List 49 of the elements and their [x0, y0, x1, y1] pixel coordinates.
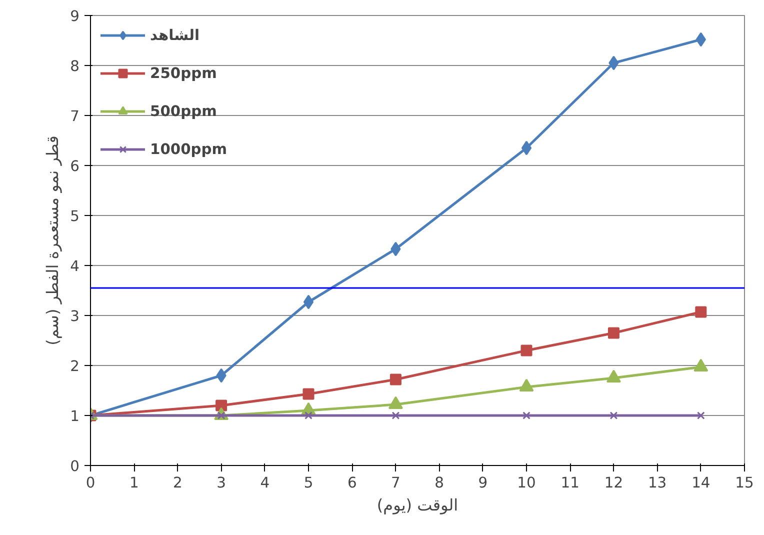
x-tick-label: 13 — [648, 474, 667, 492]
legend-label: الشاهد — [150, 26, 200, 44]
y-tick-label: 9 — [70, 8, 80, 25]
point — [216, 368, 226, 383]
point — [610, 412, 618, 420]
x-tick-label: 9 — [478, 474, 488, 492]
x-tick-label: 14 — [692, 474, 710, 492]
point — [304, 412, 312, 420]
x-tick-label: 15 — [735, 474, 754, 492]
x-tick-label: 2 — [173, 474, 182, 492]
legend-label: 500ppm — [150, 102, 217, 120]
point — [522, 412, 530, 420]
point — [608, 56, 619, 70]
x-tick-label: 11 — [560, 474, 580, 492]
x-tick-label: 12 — [604, 474, 624, 492]
y-axis-title: قطر نمو مستعمرة الفطر (سم) — [43, 136, 62, 346]
x-tick-label: 5 — [304, 474, 314, 492]
y-tick-label: 1 — [70, 408, 80, 425]
point — [521, 140, 532, 156]
point — [695, 306, 707, 318]
point — [216, 400, 228, 412]
x-tick-label: 4 — [260, 474, 270, 492]
x-axis-title: الوقت (يوم) — [376, 496, 458, 514]
point — [696, 412, 705, 420]
point — [392, 412, 400, 420]
x-tick-label: 8 — [434, 474, 444, 492]
x-tick-label: 6 — [347, 474, 357, 492]
x-tick-label: 1 — [129, 474, 139, 492]
point — [608, 327, 620, 339]
y-tick-label: 2 — [70, 358, 80, 375]
point — [303, 294, 314, 310]
x-tick-label: 3 — [216, 474, 226, 492]
y-tick-label: 8 — [70, 58, 80, 75]
point — [302, 388, 314, 400]
y-tick-label: 4 — [70, 258, 80, 275]
legend-label: 1000ppm — [150, 140, 228, 158]
point — [520, 344, 532, 356]
x-tick-label: 10 — [517, 474, 536, 492]
y-tick-label: 6 — [70, 158, 80, 175]
y-tick-label: 0 — [70, 458, 80, 475]
x-tick-label: 7 — [391, 474, 400, 492]
point — [390, 242, 401, 256]
y-tick-label: 5 — [70, 208, 80, 225]
x-tick-label: 0 — [86, 474, 96, 492]
y-tick-label: 7 — [70, 108, 80, 125]
y-tick-label: 3 — [70, 308, 80, 325]
legend-label: 250ppm — [150, 64, 217, 82]
point — [696, 32, 706, 47]
point — [390, 374, 402, 386]
